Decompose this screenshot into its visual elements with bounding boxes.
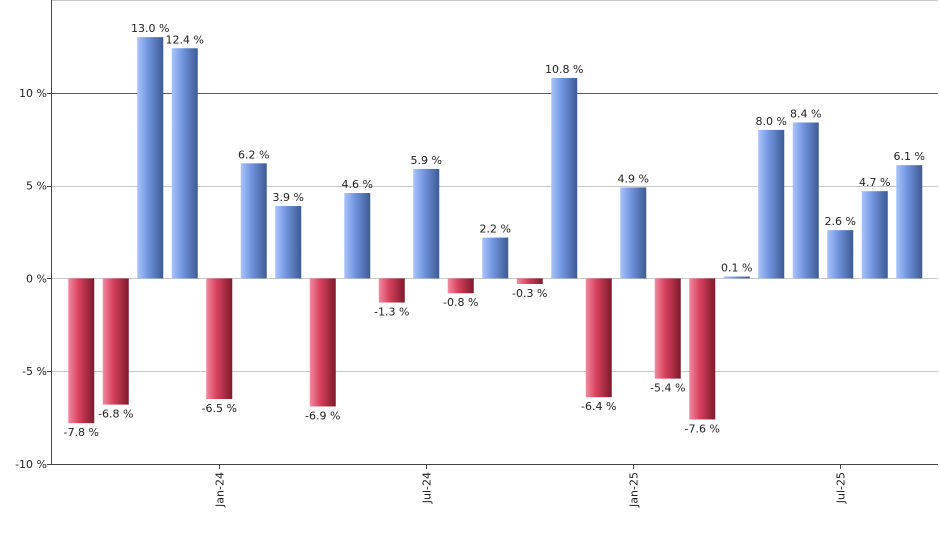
x-tick-label: Jul-25	[835, 472, 848, 504]
bar-24	[896, 165, 923, 279]
bar-12	[482, 237, 509, 279]
bar-16	[620, 187, 647, 279]
bar-0	[68, 278, 95, 424]
data-label-21: 8.4 %	[790, 107, 821, 120]
bar-22	[827, 230, 854, 279]
bar-18	[689, 278, 716, 420]
y-tick-label: 0 %	[26, 272, 47, 285]
x-tick-label: Jan-25	[628, 472, 641, 508]
data-label-10: 5.9 %	[411, 154, 442, 167]
data-label-19: 0.1 %	[721, 262, 752, 275]
bar-15	[585, 278, 612, 398]
data-label-23: 4.7 %	[859, 176, 890, 189]
y-tick-label: 10 %	[19, 87, 47, 100]
bar-8	[344, 193, 371, 279]
bar-14	[551, 77, 578, 279]
data-label-6: 3.9 %	[273, 191, 304, 204]
bar-21	[792, 122, 819, 279]
data-label-8: 4.6 %	[342, 178, 373, 191]
bar-7	[309, 278, 336, 407]
data-label-14: 10.8 %	[545, 63, 583, 76]
x-tick-label: Jan-24	[214, 472, 227, 508]
bar-3	[171, 48, 198, 279]
y-tick-label: -10 %	[15, 458, 47, 471]
bar-1	[102, 278, 129, 405]
data-label-24: 6.1 %	[894, 150, 925, 163]
bar-20	[758, 129, 785, 279]
data-label-12: 2.2 %	[480, 223, 511, 236]
bar-9	[378, 278, 405, 303]
bar-10	[413, 168, 440, 279]
bar-17	[654, 278, 681, 379]
bar-19	[723, 276, 750, 279]
data-label-22: 2.6 %	[825, 215, 856, 228]
y-tick-label: -5 %	[22, 365, 47, 378]
bar-11	[447, 278, 474, 294]
bar-13	[516, 278, 543, 284]
data-label-2: 13.0 %	[131, 22, 169, 35]
data-label-9: -1.3 %	[374, 306, 409, 319]
data-label-4: -6.5 %	[202, 402, 237, 415]
data-label-18: -7.6 %	[685, 422, 720, 435]
bar-23	[861, 191, 888, 279]
data-label-3: 12.4 %	[166, 33, 204, 46]
bar-6	[275, 206, 302, 279]
data-label-7: -6.9 %	[305, 409, 340, 422]
data-label-16: 4.9 %	[618, 172, 649, 185]
data-label-15: -6.4 %	[581, 400, 616, 413]
data-label-17: -5.4 %	[650, 382, 685, 395]
data-label-20: 8.0 %	[756, 115, 787, 128]
data-label-5: 6.2 %	[238, 148, 269, 161]
bar-4	[206, 278, 233, 400]
data-label-13: -0.3 %	[512, 287, 547, 300]
bar-5	[240, 163, 267, 279]
y-tick-label: 5 %	[26, 180, 47, 193]
bar-2	[137, 37, 164, 279]
x-tick-label: Jul-24	[421, 472, 434, 504]
data-label-1: -6.8 %	[98, 408, 133, 421]
data-label-11: -0.8 %	[443, 296, 478, 309]
data-label-0: -7.8 %	[64, 426, 99, 439]
